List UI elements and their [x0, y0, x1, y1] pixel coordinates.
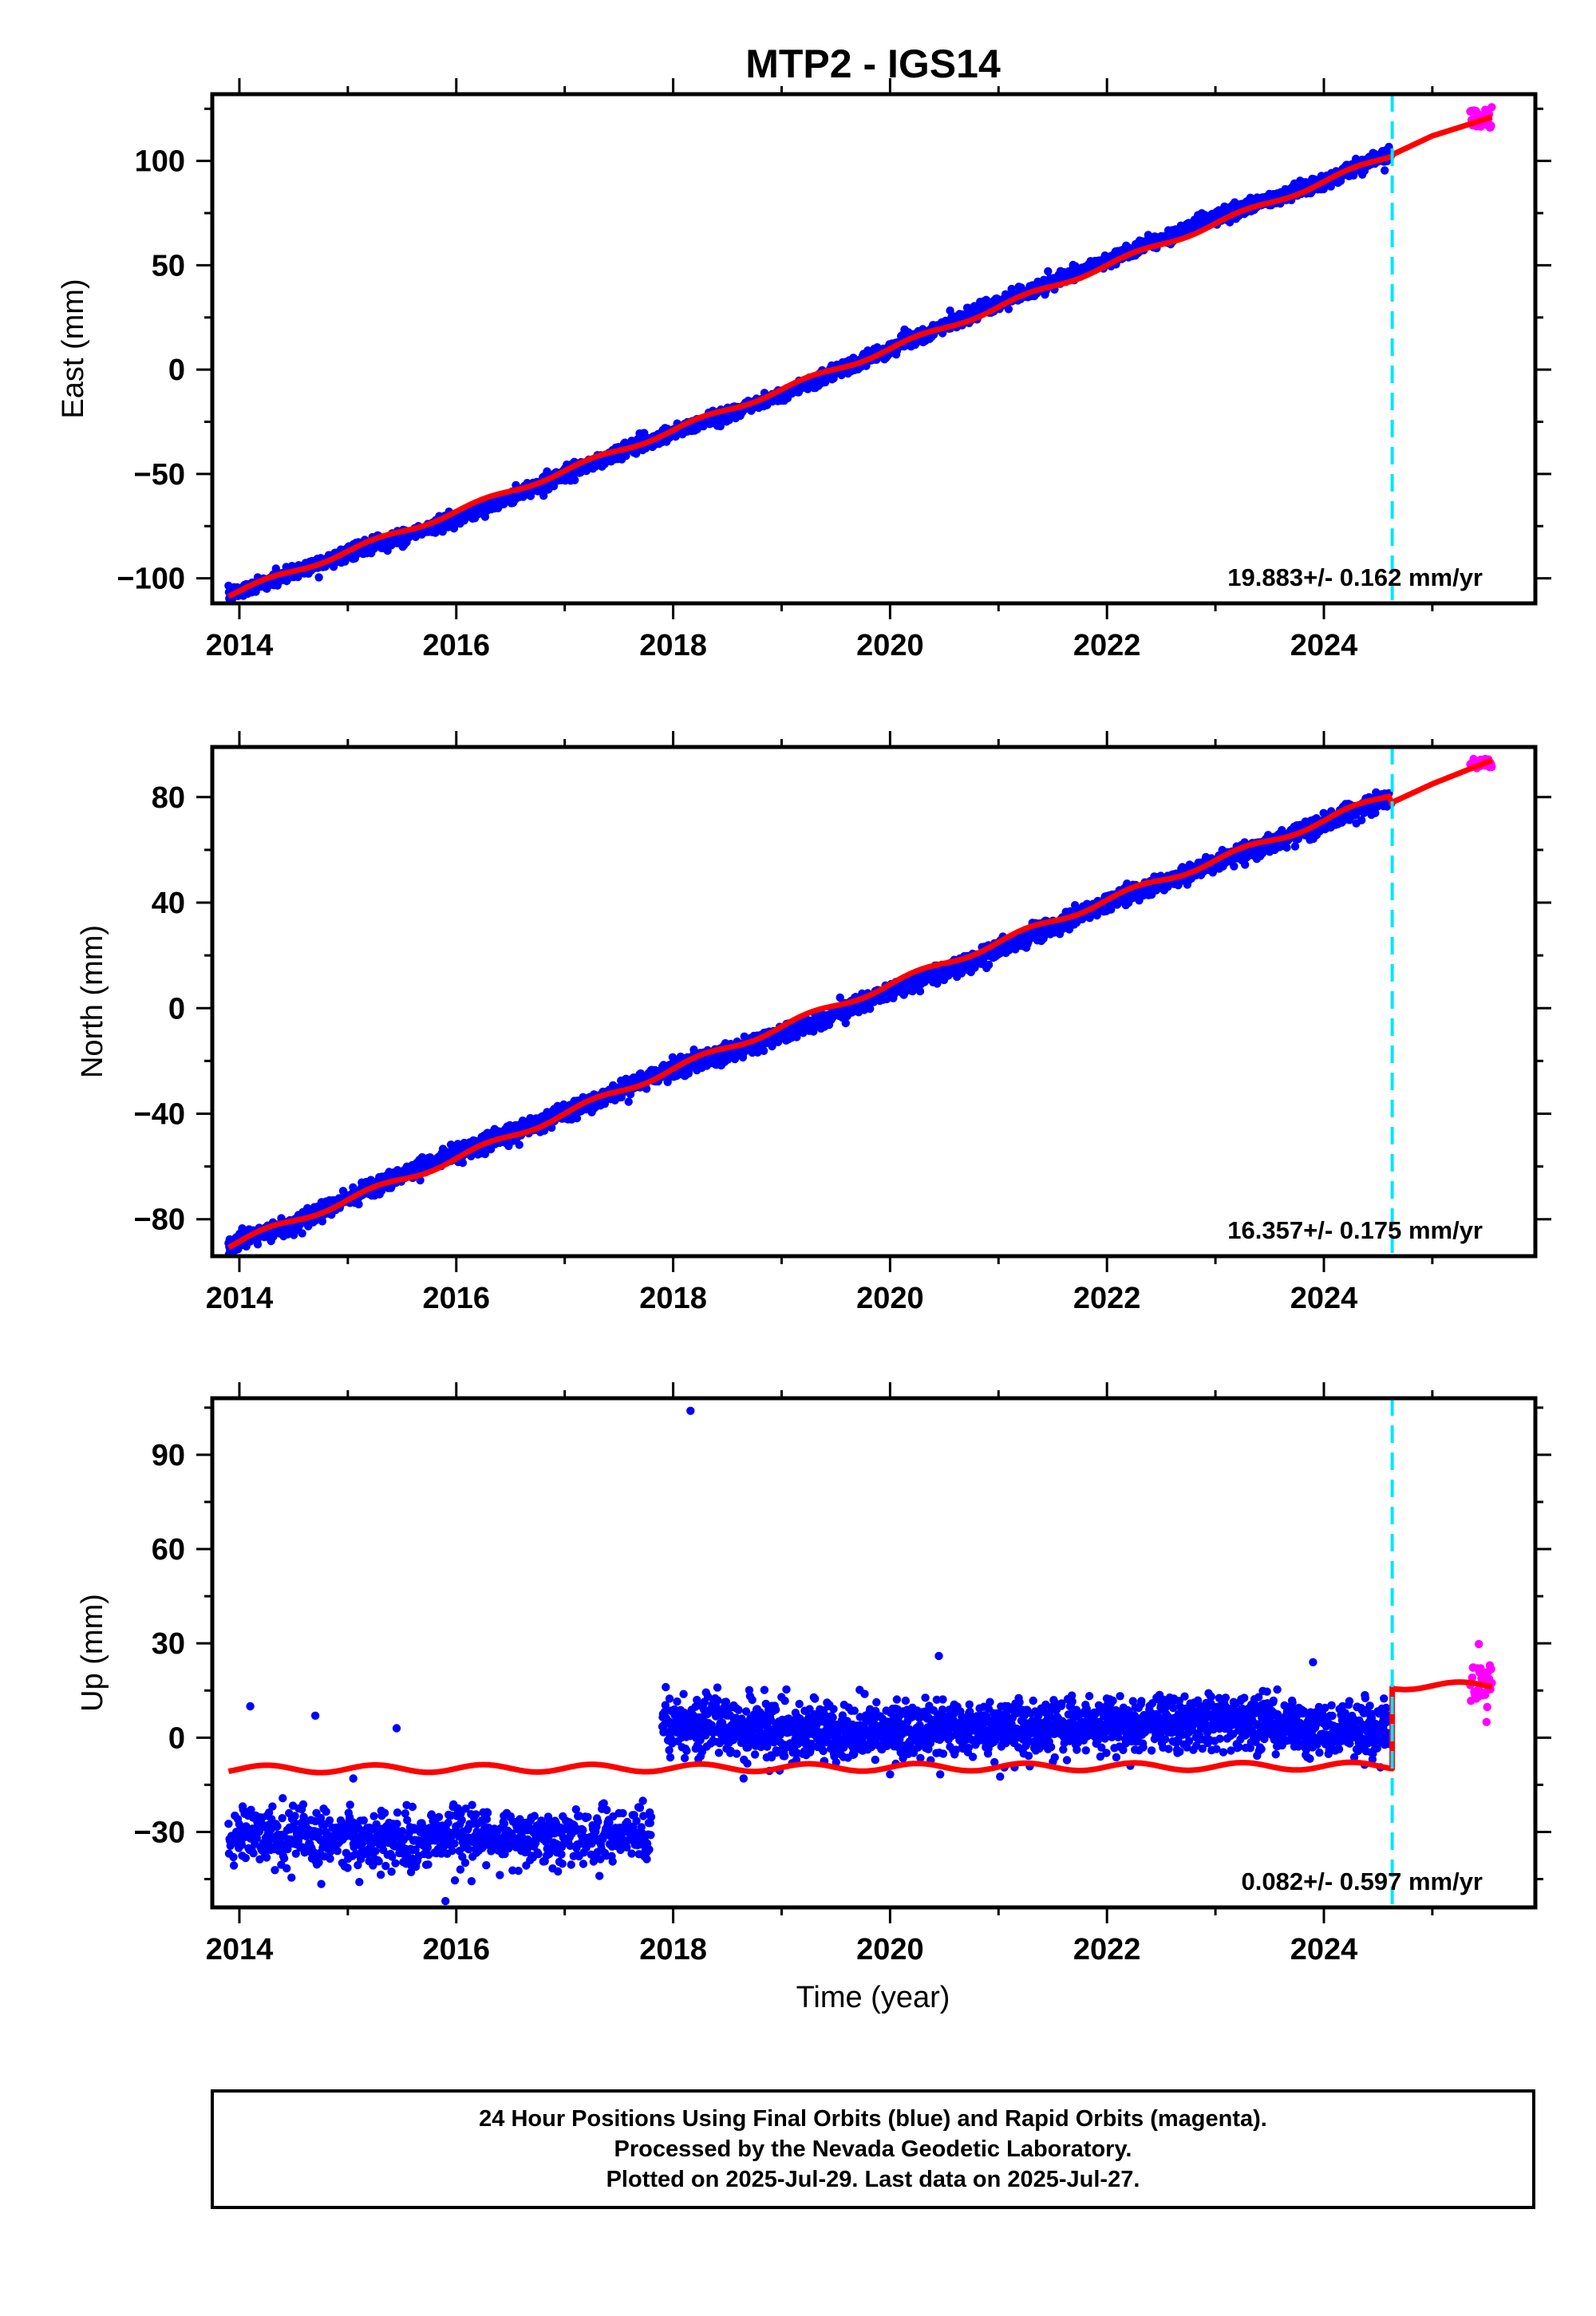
- rate-label: 19.883+/- 0.162 mm/yr: [1227, 563, 1483, 591]
- final-point: [314, 573, 323, 582]
- x-tick-label: 2014: [206, 629, 274, 662]
- final-point: [915, 986, 925, 996]
- plot-area: [224, 754, 1496, 1256]
- x-tick-label: 2022: [1073, 629, 1141, 662]
- final-point: [539, 492, 548, 500]
- x-tick-label: 2018: [639, 629, 707, 662]
- final-point: [1381, 166, 1389, 175]
- rapid-point: [1487, 103, 1496, 112]
- final-point: [298, 1229, 306, 1238]
- y-tick-label: 50: [152, 249, 185, 283]
- plot-area: [224, 103, 1496, 603]
- panels-group: 2014 2016 2018 2020 2022 2024 −100 −50 0 50 100 Eas…: [57, 78, 1551, 1966]
- final-point: [515, 1140, 523, 1149]
- x-tick-label: 2016: [423, 629, 491, 662]
- rapid-point: [1487, 121, 1495, 130]
- panel-1: 2014 2016 2018 2020 2022 2024 −100 −50 0 50 100 Eas…: [57, 78, 1551, 662]
- final-point: [1044, 267, 1053, 276]
- y-tick-label: 100: [135, 145, 185, 179]
- y-tick-label: −50: [134, 458, 185, 492]
- final-point: [571, 476, 579, 484]
- panel-2: 2014 2016 2018 2020 2022 2024−80−4004080North…: [76, 731, 1551, 1315]
- final-point: [624, 1097, 633, 1106]
- y-axis-label: East (mm): [57, 279, 90, 418]
- chart-title: MTP2 - IGS14: [745, 41, 1001, 86]
- y-tick-label: −100: [117, 563, 185, 596]
- final-point: [458, 1158, 468, 1168]
- final-point: [354, 1199, 363, 1209]
- x-tick-label: 2024: [1290, 629, 1358, 662]
- final-point: [841, 1018, 851, 1028]
- x-tick-label: 2020: [856, 629, 924, 662]
- final-point: [759, 1046, 768, 1056]
- y-tick-label: 0: [168, 354, 185, 387]
